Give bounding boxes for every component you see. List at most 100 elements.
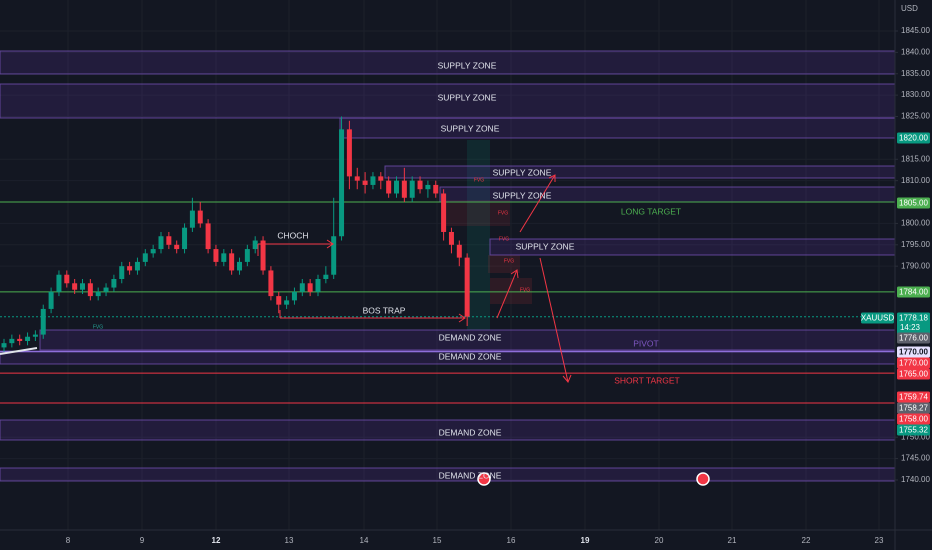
candle-body	[25, 336, 31, 342]
fvg-label: FVG	[498, 210, 508, 216]
candle-body	[32, 334, 38, 337]
candle-body	[291, 291, 297, 301]
y-tick-label: 1795.00	[901, 240, 930, 249]
arrow-head	[458, 313, 466, 323]
candle-body	[134, 261, 140, 271]
y-tick-label: 1750.00	[901, 432, 930, 441]
candle-body	[1, 343, 7, 348]
event-icon[interactable]	[477, 472, 491, 486]
candle-body	[182, 227, 188, 250]
price-badge-label: 1784.00	[899, 288, 928, 297]
candle-body	[331, 236, 337, 275]
fvg-label: FVG	[499, 236, 509, 242]
candle-body	[158, 236, 164, 250]
annotation: BOS TRAP	[363, 305, 406, 315]
x-tick-label: 19	[581, 536, 590, 545]
y-tick-label: 1790.00	[901, 261, 930, 270]
candle-body	[40, 308, 46, 335]
candle-body	[260, 240, 266, 271]
y-tick-label: 1740.00	[901, 475, 930, 484]
y-tick-label: 1840.00	[901, 47, 930, 56]
candle-body	[284, 300, 290, 305]
candle-body	[464, 257, 470, 317]
candle-body	[127, 266, 133, 271]
candle-body	[409, 180, 415, 198]
candle-body	[362, 180, 368, 185]
candle-body	[205, 223, 211, 250]
countdown: 14:23	[900, 323, 921, 332]
price-badge	[897, 312, 930, 335]
candle-body	[80, 283, 85, 290]
zone	[0, 83, 896, 119]
candle-body	[9, 338, 15, 344]
y-tick-label: 1835.00	[901, 69, 930, 78]
candle-body	[87, 283, 93, 297]
zone-label: SUPPLY ZONE	[493, 167, 552, 177]
candle-body	[103, 287, 109, 292]
y-tick-label: 1830.00	[901, 90, 930, 99]
annotation: SHORT TARGET	[614, 375, 680, 385]
candle-body	[119, 266, 125, 280]
candle-body	[237, 261, 242, 271]
fvg-label: FVG	[93, 324, 103, 330]
symbol-label: XAUUSD	[861, 314, 895, 323]
candle-body	[244, 249, 250, 262]
annotation: CHOCH	[277, 230, 308, 240]
arrow	[539, 257, 569, 383]
candle-body	[213, 249, 219, 262]
x-tick-label: 15	[433, 536, 442, 545]
event-icon[interactable]	[696, 472, 710, 486]
zone-label: DEMAND ZONE	[439, 332, 502, 342]
candle-body	[72, 283, 78, 290]
y-tick-label: 1815.00	[901, 154, 930, 163]
zone-label: DEMAND ZONE	[439, 470, 502, 480]
candle-body	[433, 184, 439, 194]
price-badge-label: 1805.00	[899, 199, 928, 208]
arrow-head	[510, 269, 519, 279]
arrow	[496, 269, 518, 319]
currency-label: USD	[901, 4, 918, 13]
price-badge	[897, 368, 930, 380]
candle-body	[378, 176, 384, 181]
candle-body	[197, 210, 203, 224]
y-tick-label: 1845.00	[901, 26, 930, 35]
fvg-label: FVG	[504, 258, 514, 264]
trend-line	[0, 347, 38, 355]
candle-body	[370, 176, 376, 185]
zone-label: SUPPLY ZONE	[516, 241, 575, 251]
zone-label: SUPPLY ZONE	[441, 123, 500, 133]
candle-body	[307, 283, 313, 292]
candle-body	[299, 283, 305, 292]
candle-body	[17, 338, 23, 342]
zone-label: SUPPLY ZONE	[493, 190, 552, 200]
price-badge	[897, 357, 930, 369]
fvg-label: FVG	[474, 177, 484, 183]
candle-body	[174, 244, 180, 250]
candle-body	[339, 129, 345, 237]
price-badge	[897, 197, 930, 209]
x-tick-label: 14	[360, 536, 369, 545]
zone	[384, 165, 896, 179]
fvg-box	[490, 278, 532, 304]
y-tick-label: 1810.00	[901, 176, 930, 185]
candle-body	[268, 270, 274, 297]
price-badge	[897, 332, 930, 344]
x-tick-label: 21	[728, 536, 737, 545]
candle-body	[276, 296, 282, 305]
price-badge-label: 1758.00	[899, 415, 928, 424]
candle-body	[229, 253, 235, 271]
arrow	[519, 174, 556, 233]
arrow-head	[548, 174, 556, 182]
fvg-box	[445, 200, 510, 226]
zone	[339, 117, 896, 139]
candle-body	[56, 274, 62, 292]
candle-body	[323, 274, 329, 280]
price-badge-label: 1758.27	[899, 404, 928, 413]
price-badge-label: 1755.32	[899, 426, 928, 435]
candle-body	[441, 193, 447, 232]
price-badge-label: 1770.00	[899, 359, 928, 368]
zone-label: SUPPLY ZONE	[438, 92, 497, 102]
y-tick-label: 1745.00	[901, 454, 930, 463]
price-badge-label: 1778.18	[899, 314, 928, 323]
candle-body	[394, 180, 399, 194]
